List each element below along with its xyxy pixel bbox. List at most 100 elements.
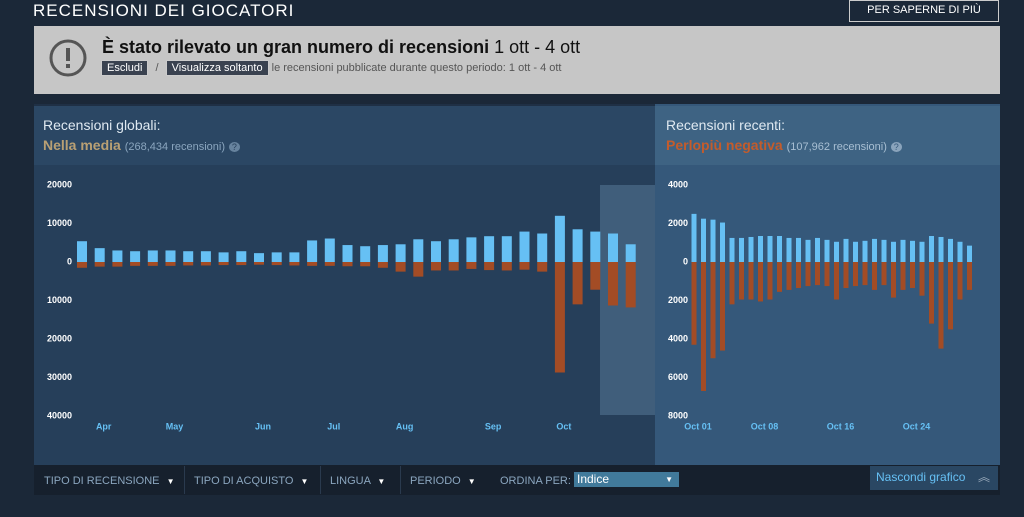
bar [758, 262, 763, 302]
bar [112, 250, 123, 262]
bar [786, 262, 792, 290]
filter-dropdown[interactable]: LINGUA ▼ [330, 475, 386, 487]
bar [805, 239, 811, 262]
x-tick-label: Oct 24 [903, 421, 931, 431]
y-tick-label: 6000 [668, 372, 688, 382]
bar [519, 231, 530, 262]
bar [910, 262, 915, 288]
bar [729, 262, 735, 305]
bar [748, 262, 754, 300]
y-tick-label: 0 [683, 256, 688, 266]
filter-dropdown[interactable]: PERIODO ▼ [410, 475, 476, 487]
bar [862, 240, 868, 262]
bar [130, 262, 141, 266]
bar [900, 239, 906, 262]
bar [786, 237, 792, 262]
bar [554, 215, 565, 262]
bar [796, 237, 801, 262]
bar [919, 262, 925, 296]
bar [710, 219, 716, 262]
x-tick-label: Jul [327, 421, 340, 431]
filter-label: PERIODO [410, 475, 461, 487]
bar [289, 262, 300, 266]
y-tick-label: 2000 [668, 295, 688, 305]
y-tick-label: 4000 [668, 179, 688, 189]
bar [608, 233, 618, 262]
filter-dropdown[interactable]: TIPO DI ACQUISTO ▼ [194, 475, 309, 487]
help-icon[interactable]: ? [228, 142, 240, 152]
bar [853, 262, 858, 287]
section-title: RECENSIONI DEI GIOCATORI [33, 1, 295, 20]
global-header [34, 106, 655, 165]
bar [891, 262, 896, 298]
bar [767, 236, 773, 262]
x-tick-label: Oct [556, 421, 571, 431]
bar [843, 262, 849, 288]
filter-label: LINGUA [330, 475, 371, 487]
y-tick-label: 2000 [668, 218, 688, 228]
warning-icon [49, 39, 87, 77]
exclude-button[interactable]: Escludi [101, 60, 149, 76]
y-tick-label: 4000 [668, 333, 688, 343]
bar [501, 236, 512, 262]
bar [834, 262, 839, 300]
bar [919, 241, 925, 262]
filter-label: TIPO DI RECENSIONE [44, 475, 160, 487]
bar [413, 239, 424, 262]
x-tick-label: Aug [396, 421, 414, 431]
rating: Perlopiù negativa [666, 137, 783, 153]
x-tick-label: Oct 01 [684, 421, 712, 431]
review-count: (268,434 recensioni) [124, 141, 226, 153]
panel-label: Recensioni globali: [43, 117, 161, 133]
bar [625, 262, 636, 308]
bar [94, 262, 105, 267]
bar [739, 262, 744, 300]
bar [324, 262, 335, 266]
y-tick-label: 40000 [47, 410, 72, 420]
bar [519, 262, 530, 270]
bar [537, 233, 548, 262]
y-tick-label: 10000 [47, 218, 72, 228]
filter-label: TIPO DI ACQUISTO [194, 475, 294, 487]
bar [720, 262, 725, 351]
sort-label: ORDINA PER: [500, 475, 571, 487]
bar [938, 236, 944, 262]
rating: Nella media [43, 137, 121, 153]
bar [824, 262, 830, 287]
bar [484, 262, 495, 271]
bar [183, 251, 194, 262]
recent-header [655, 106, 1000, 165]
panel-label: Recensioni recenti: [666, 117, 786, 133]
bar [929, 236, 934, 262]
y-tick-label: 0 [67, 256, 72, 266]
only-button[interactable]: Visualizza soltanto [165, 60, 269, 76]
bar [342, 245, 353, 262]
bar [853, 241, 858, 262]
hide-graph-button[interactable]: Nascondi grafico ︽ [870, 466, 998, 490]
learn-more-button[interactable]: PER SAPERNE DI PIÙ [849, 0, 999, 22]
filter-dropdown[interactable]: TIPO DI RECENSIONE ▼ [44, 475, 175, 487]
y-tick-label: 20000 [47, 179, 72, 189]
bar [701, 262, 706, 391]
x-tick-label: Apr [96, 421, 112, 431]
alert-period: 1 ott - 4 ott [494, 37, 581, 57]
help-icon[interactable]: ? [890, 142, 902, 152]
bar [767, 262, 773, 300]
bar [554, 262, 565, 373]
bar [748, 236, 754, 262]
bar [590, 262, 601, 290]
bar [254, 253, 264, 262]
bar [183, 262, 194, 266]
bar [218, 252, 229, 262]
bar [948, 262, 953, 330]
bar [967, 245, 972, 262]
bar [691, 213, 697, 262]
bar [448, 262, 459, 271]
bar [94, 248, 105, 262]
bar [395, 244, 406, 262]
divider [320, 466, 321, 494]
sort-select[interactable]: Indice ▼ [574, 472, 679, 487]
bar [77, 241, 87, 262]
bar [948, 238, 953, 262]
bar [572, 229, 583, 262]
